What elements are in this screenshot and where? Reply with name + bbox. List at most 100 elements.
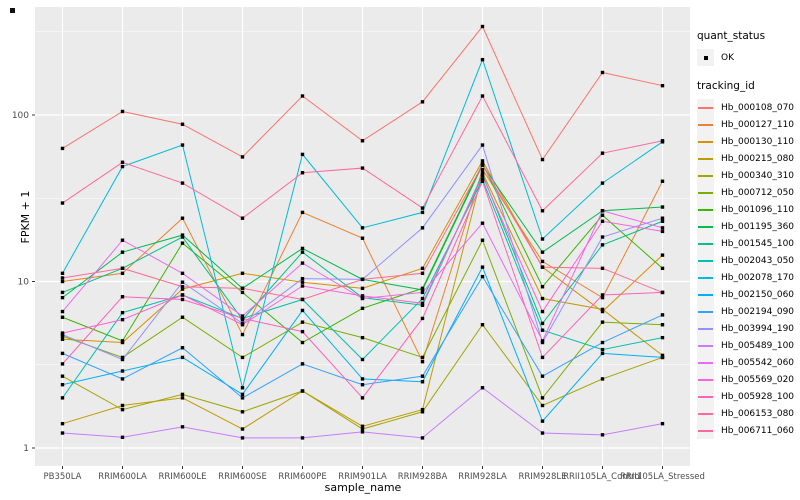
data-point (180, 143, 185, 147)
legend: quant_status OK tracking_id Hb_000108_07… (697, 30, 797, 453)
line-key-icon (697, 320, 714, 337)
data-point (300, 152, 305, 157)
data-point (60, 290, 65, 295)
legend-item-Hb_005489_100: Hb_005489_100 (697, 337, 797, 354)
data-point (300, 250, 305, 254)
data-point (600, 266, 605, 271)
data-point (480, 177, 485, 182)
data-point (420, 359, 425, 364)
legend-item-Hb_006153_080: Hb_006153_080 (697, 405, 797, 422)
y-tick-label: 100 (12, 111, 29, 121)
data-point (360, 357, 365, 362)
data-point (120, 160, 125, 164)
legend-item-Hb_000127_110: Hb_000127_110 (697, 116, 797, 133)
legend-quant-status: quant_status OK (697, 30, 797, 66)
data-point (120, 407, 125, 412)
line-key-icon (697, 371, 714, 388)
data-point (300, 329, 305, 334)
x-tick-label: PB350LA (44, 472, 82, 482)
data-point (120, 377, 125, 381)
data-point (180, 425, 185, 429)
line-key-icon (697, 303, 714, 320)
data-point (480, 167, 485, 172)
data-point (240, 216, 245, 220)
data-point (420, 206, 425, 210)
line-key-icon (697, 133, 714, 150)
data-point (300, 284, 305, 288)
data-point (480, 265, 485, 269)
legend-item-label: Hb_001096_110 (721, 204, 795, 215)
data-point (240, 314, 245, 318)
data-point (540, 296, 545, 301)
data-point (420, 303, 425, 307)
data-point (600, 351, 605, 356)
data-point (360, 139, 365, 143)
data-point (660, 205, 665, 209)
line-key-icon (697, 405, 714, 422)
data-point (120, 369, 125, 373)
data-point (660, 253, 665, 257)
data-point (120, 403, 125, 408)
data-point (60, 276, 65, 280)
data-point (420, 380, 425, 384)
data-point (540, 250, 545, 254)
data-point (600, 309, 605, 314)
data-point (600, 70, 605, 75)
legend-item-label: Hb_000712_050 (721, 187, 795, 198)
legend-item-label: Hb_005928_100 (721, 391, 795, 402)
y-tick-label: 1 (23, 444, 29, 454)
data-point (180, 293, 185, 297)
data-point (600, 320, 605, 324)
legend-item-Hb_005542_060: Hb_005542_060 (697, 354, 797, 371)
data-point (360, 286, 365, 291)
data-point (420, 290, 425, 295)
data-point (480, 143, 485, 147)
legend-item-Hb_000712_050: Hb_000712_050 (697, 184, 797, 201)
legend-item-label: Hb_000130_110 (721, 136, 795, 147)
legend-item-label: Hb_005489_100 (721, 340, 795, 351)
data-point (240, 316, 245, 321)
data-point (180, 280, 185, 284)
data-point (300, 246, 305, 251)
data-point (360, 396, 365, 400)
legend-item-Hb_002194_090: Hb_002194_090 (697, 303, 797, 320)
data-point (180, 297, 185, 302)
x-tick-label: RRIM600PE (278, 472, 326, 482)
data-point (300, 320, 305, 324)
data-point (240, 332, 245, 337)
data-point (540, 285, 545, 289)
data-point (120, 238, 125, 242)
data-point (480, 174, 485, 178)
data-point (360, 294, 365, 298)
data-point (660, 323, 665, 327)
line-key-icon (697, 388, 714, 405)
data-point (600, 340, 605, 345)
y-axis-title: FPKM + 1 (18, 190, 32, 244)
data-point (240, 286, 245, 291)
data-point (360, 335, 365, 340)
line-key-icon (697, 218, 714, 235)
legend-item-label: Hb_006711_060 (721, 425, 795, 436)
data-point (360, 236, 365, 240)
data-point (300, 436, 305, 440)
legend-item-Hb_000215_080: Hb_000215_080 (697, 150, 797, 167)
data-point (60, 362, 65, 366)
data-point (540, 309, 545, 314)
data-point (120, 271, 125, 276)
data-point (540, 431, 545, 435)
data-point (180, 271, 185, 276)
data-point (660, 355, 665, 360)
x-tick-label: RRIM928LA (458, 472, 507, 482)
legend-item-Hb_001545_100: Hb_001545_100 (697, 235, 797, 252)
data-point (240, 392, 245, 397)
data-point (180, 233, 185, 237)
legend-item-Hb_002150_060: Hb_002150_060 (697, 286, 797, 303)
data-point (420, 288, 425, 292)
x-tick-label: RRIM901LA (338, 472, 387, 482)
data-point (540, 321, 545, 326)
data-point (120, 317, 125, 322)
data-point (180, 346, 185, 350)
data-point (360, 226, 365, 230)
legend-item-label: Hb_000340_310 (721, 170, 795, 181)
data-point (480, 221, 485, 225)
